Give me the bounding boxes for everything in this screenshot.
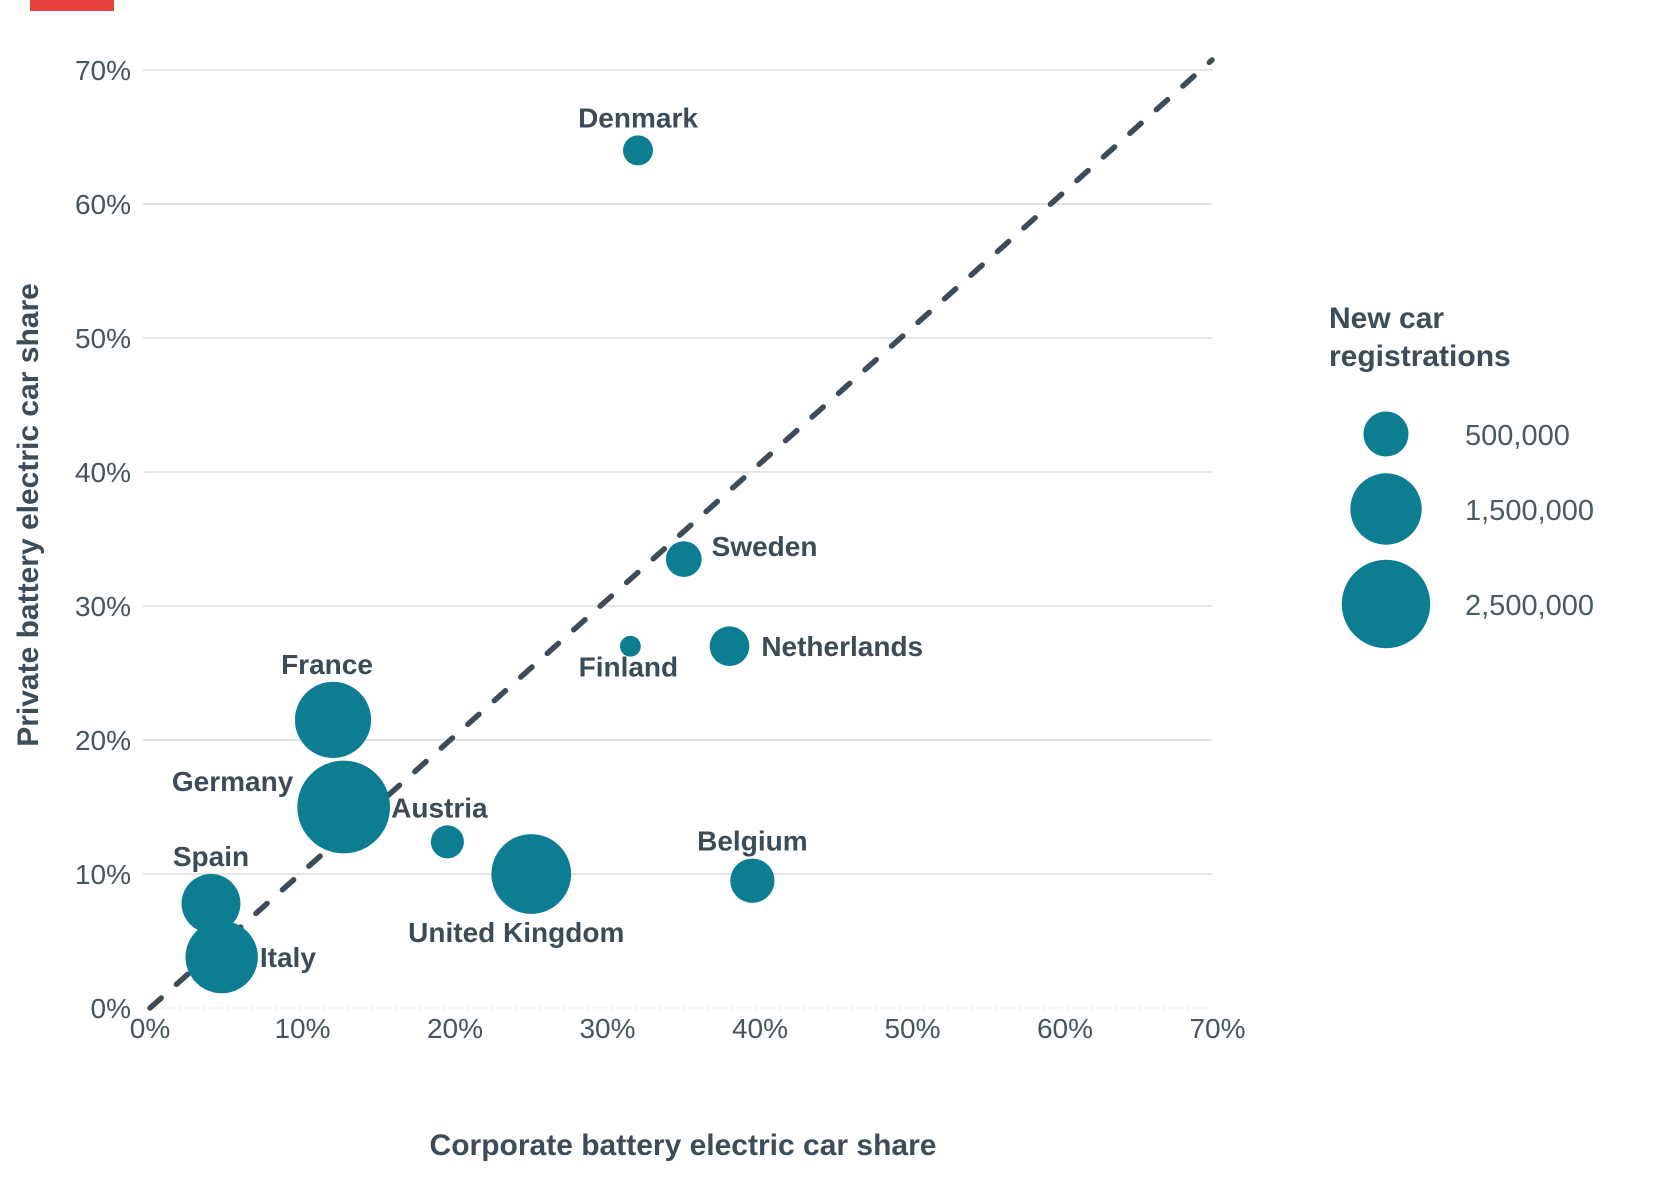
y-tick-50: 50% [75,323,131,354]
bubble-france [294,681,372,758]
y-tick-20: 20% [75,725,131,756]
label-germany: Germany [172,766,294,797]
label-austria: Austria [391,792,488,823]
bubble-sweden [665,541,702,577]
y-axis-ticks: 0% 10% 20% 30% 40% 50% 60% 70% [75,55,131,1024]
x-tick-50: 50% [884,1013,940,1044]
label-france: France [281,649,373,680]
legend-title: New car registrations [1329,302,1511,373]
label-netherlands: Netherlands [761,631,923,662]
y-tick-70: 70% [75,55,131,86]
label-spain: Spain [173,841,249,872]
label-italy: Italy [260,942,316,973]
bubble-netherlands [709,626,750,667]
bubble-belgium [730,858,775,903]
y-axis-title: Private battery electric car share [12,283,45,747]
bubble-finland [619,635,641,657]
x-tick-0: 0% [130,1013,170,1044]
x-tick-30: 30% [579,1013,635,1044]
x-tick-60: 60% [1037,1013,1093,1044]
identity-dashed-line [147,57,1215,1011]
legend-bubble-1-500-000 [1350,473,1422,545]
x-axis-ticks: 0% 10% 20% 30% 40% 50% 60% 70% [130,1013,1246,1044]
label-sweden: Sweden [712,531,818,562]
gridlines [143,69,1212,1009]
legend-bubble-500-000 [1363,411,1409,457]
bubble-germany [297,760,391,854]
red-bar [30,0,114,11]
label-united-kingdom: United Kingdom [408,917,624,948]
x-axis-title: Corporate battery electric car share [430,1129,937,1162]
label-finland: Finland [579,652,679,683]
bubble-united-kingdom [491,834,572,914]
x-tick-20: 20% [427,1013,483,1044]
legend-value-1-500-000: 1,500,000 [1465,495,1594,527]
legend-bubble-2-500-000 [1341,559,1431,649]
y-tick-60: 60% [75,189,131,220]
bubbles [181,135,775,994]
legend-value-500-000: 500,000 [1465,420,1570,452]
legend: New car registrations 500,000 1,500,000 2,50… [1329,302,1594,649]
x-tick-70: 70% [1189,1013,1245,1044]
y-tick-0: 0% [91,993,131,1024]
bubble-italy [185,920,258,994]
label-denmark: Denmark [578,102,698,133]
country-labels: Denmark Sweden Finland Netherlands France Ger… [172,102,923,973]
bubble-spain [181,874,241,933]
y-tick-10: 10% [75,859,131,890]
bubble-austria [430,825,464,859]
x-tick-40: 40% [732,1013,788,1044]
y-tick-30: 30% [75,591,131,622]
label-belgium: Belgium [697,826,807,857]
legend-value-2-500-000: 2,500,000 [1465,590,1594,622]
y-tick-40: 40% [75,457,131,488]
bubble-denmark [623,135,653,166]
x-tick-10: 10% [274,1013,330,1044]
